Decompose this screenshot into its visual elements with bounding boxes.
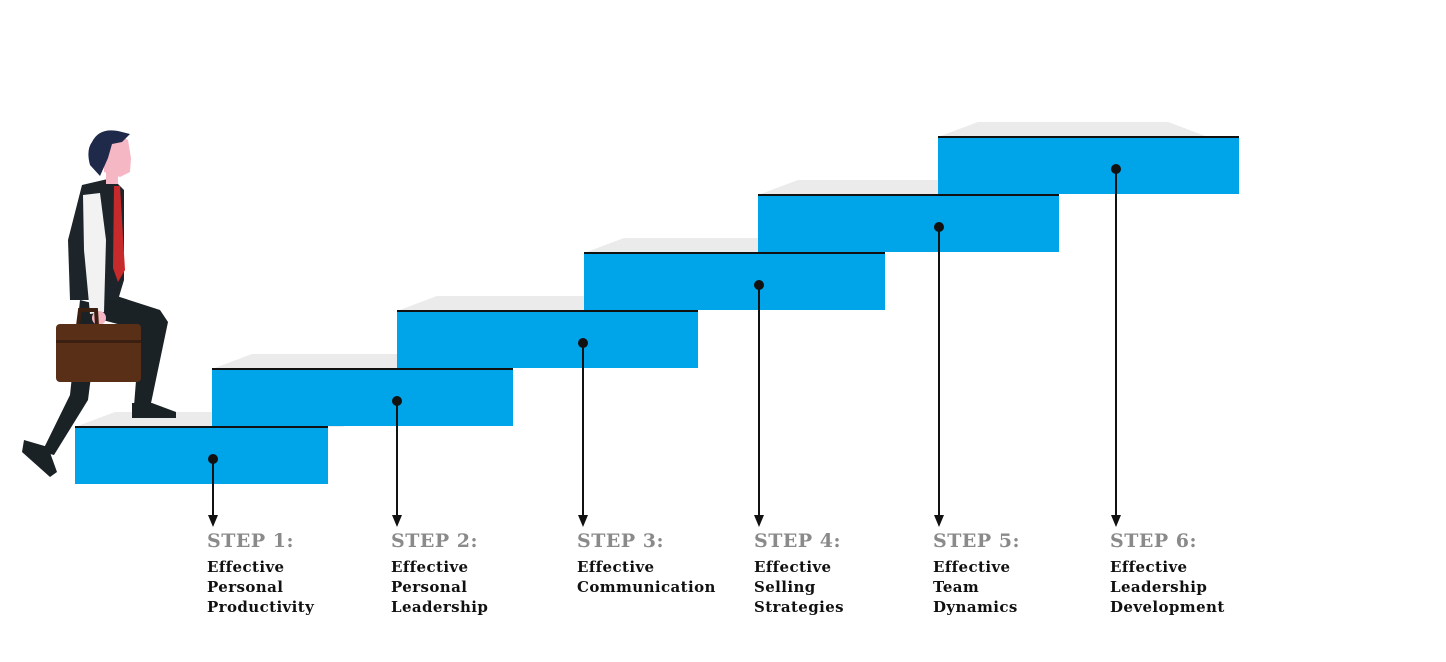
step-3-front-face [397,311,698,368]
step-6-connector [1111,164,1121,527]
step-5-label: STEP 5: Effective Team Dynamics [933,530,1103,617]
step-title-line: Dynamics [933,598,1018,616]
step-2-front-face [212,369,513,426]
arrowhead-icon [208,515,218,527]
step-6-label: STEP 6: Effective Leadership Development [1110,530,1280,617]
step-title-line: Leadership [1110,578,1208,596]
step-number: STEP 6: [1110,530,1197,552]
arrowhead-icon [934,515,944,527]
connector-dot [578,338,588,348]
step-title-line: Effective [933,558,1011,576]
step-5-connector [934,222,944,527]
step-6-front-face [938,137,1239,194]
step-number: STEP 1: [207,530,294,552]
step-title: Effective Communication [577,557,747,597]
step-number: STEP 2: [391,530,478,552]
step-title-line: Personal [391,578,468,596]
step-title: Effective Leadership Development [1110,557,1280,617]
step-1-block [75,412,345,484]
arrowhead-icon [754,515,764,527]
step-title-line: Strategies [754,598,845,616]
step-3-label: STEP 3: Effective Communication [577,530,747,597]
arrowhead-icon [392,515,402,527]
step-title-line: Productivity [207,598,315,616]
step-title: Effective Selling Strategies [754,557,924,617]
step-title: Effective Personal Leadership [391,557,561,617]
step-title-line: Development [1110,598,1225,616]
step-4-connector [754,280,764,527]
step-1-front-face [75,427,328,484]
connector-dot [754,280,764,290]
connector-dot [392,396,402,406]
step-6-block [938,122,1239,194]
step-number: STEP 3: [577,530,664,552]
step-title-line: Leadership [391,598,489,616]
step-title-line: Effective [1110,558,1188,576]
step-title: Effective Personal Productivity [207,557,377,617]
step-2-connector [392,396,402,527]
step-title-line: Effective [207,558,285,576]
connector-dot [208,454,218,464]
step-5-front-face [758,195,1059,252]
step-title-line: Communication [577,578,716,596]
step-2-label: STEP 2: Effective Personal Leadership [391,530,561,617]
step-number: STEP 5: [933,530,1020,552]
step-3-connector [578,338,588,527]
step-number: STEP 4: [754,530,841,552]
connector-dot [1111,164,1121,174]
step-title: Effective Team Dynamics [933,557,1103,617]
step-1-connector [208,454,218,527]
arrowhead-icon [1111,515,1121,527]
step-1-label: STEP 1: Effective Personal Productivity [207,530,377,617]
step-4-front-face [584,253,885,310]
step-title-line: Personal [207,578,284,596]
step-6-top-face [938,122,1208,137]
step-title-line: Selling [754,578,816,596]
businessman-icon [22,130,176,477]
step-title-line: Effective [754,558,832,576]
step-title-line: Effective [577,558,655,576]
connector-dot [934,222,944,232]
step-title-line: Team [933,578,980,596]
arrowhead-icon [578,515,588,527]
step-title-line: Effective [391,558,469,576]
step-4-label: STEP 4: Effective Selling Strategies [754,530,924,617]
